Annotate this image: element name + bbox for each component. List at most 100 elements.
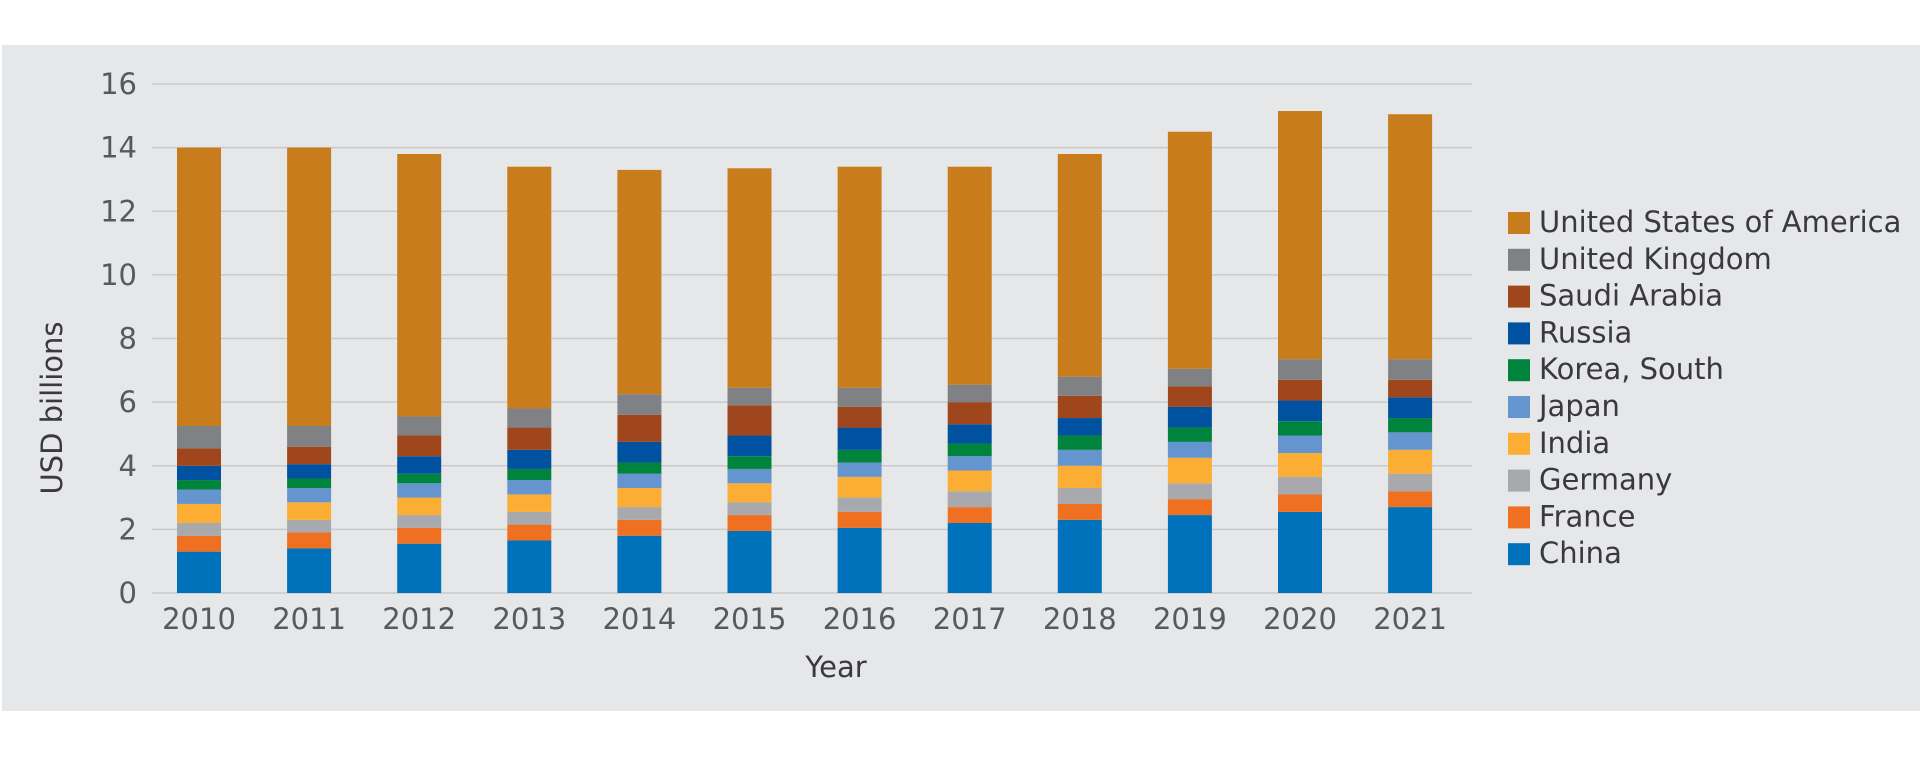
x-tick-label: 2011: [272, 602, 346, 636]
bar-segment: [617, 462, 662, 474]
x-tick-label: 2016: [823, 602, 897, 636]
legend-swatch: [1508, 359, 1530, 382]
bar-segment: [947, 384, 992, 403]
bar-segment: [507, 166, 552, 409]
bar-segment: [177, 551, 221, 593]
bar-segment: [947, 523, 992, 593]
bar-segment: [837, 449, 882, 463]
legend-label: France: [1539, 499, 1635, 533]
bar-segment: [507, 540, 552, 593]
bar-segment: [287, 425, 332, 447]
bar-segment: [507, 494, 552, 512]
bar-segment: [1388, 449, 1433, 474]
bar-segment: [287, 502, 332, 520]
bar-segment: [617, 441, 662, 463]
y-axis-title: USD billions: [35, 321, 69, 494]
bar-segment: [837, 406, 882, 428]
bar-segment: [837, 462, 882, 477]
y-tick-label: 14: [100, 131, 137, 165]
bar-segment: [1057, 465, 1102, 489]
bar-segment: [177, 535, 221, 552]
bar-segment: [947, 166, 992, 385]
bar-segment: [947, 470, 992, 492]
legend-swatch: [1508, 396, 1530, 418]
x-tick-label: 2021: [1373, 602, 1447, 636]
legend-swatch: [1508, 469, 1530, 492]
bar-segment: [287, 147, 332, 426]
bar-segment: [1278, 400, 1322, 422]
y-tick-label: 6: [119, 385, 137, 419]
bar-segment: [287, 446, 332, 465]
bar-segment: [397, 483, 442, 498]
bar-segment: [1167, 368, 1212, 387]
legend-item: India: [1508, 426, 1610, 460]
legend-item: France: [1508, 499, 1635, 533]
bar-segment: [727, 405, 772, 436]
bar-segment: [1388, 491, 1433, 508]
x-tick-label: 2020: [1263, 602, 1337, 636]
bar-segment: [397, 435, 442, 457]
bar-segment: [397, 515, 442, 528]
bar-segment: [617, 488, 662, 508]
bar-segment: [1167, 386, 1212, 407]
bar-segment: [1278, 453, 1322, 477]
x-tick-label: 2014: [602, 602, 676, 636]
bar-segment: [177, 489, 221, 504]
bar-segment: [1057, 435, 1102, 450]
bar-segment: [1057, 519, 1102, 593]
y-tick-label: 4: [119, 449, 137, 483]
legend-item: Russia: [1508, 315, 1632, 349]
legend-label: United Kingdom: [1539, 242, 1772, 276]
legend-label: China: [1539, 536, 1622, 570]
bar-segment: [507, 408, 552, 428]
legend-swatch: [1508, 432, 1530, 455]
bar-segment: [1167, 427, 1212, 442]
legend-label: Korea, South: [1539, 352, 1724, 386]
bar-segment: [727, 483, 772, 503]
bar-segment: [837, 527, 882, 593]
x-axis-ticks: 2010 2011 2012 2013 2014 2015 2016 2017 2018 2019…: [162, 602, 1447, 636]
bar-segment: [617, 473, 662, 489]
legend-item: Germany: [1508, 463, 1672, 497]
y-tick-label: 0: [119, 576, 137, 610]
x-axis-title: Year: [804, 650, 866, 684]
bar-segment: [397, 416, 442, 436]
bar-segment: [837, 476, 882, 498]
bar-segment: [617, 507, 662, 520]
bar-segment: [1278, 511, 1322, 593]
y-tick-label: 16: [100, 67, 137, 101]
legend-item: China: [1508, 536, 1622, 570]
y-tick-label: 8: [119, 322, 137, 356]
bar-segment: [837, 166, 882, 388]
bar-segment: [727, 468, 772, 484]
bar-segment: [1057, 449, 1102, 466]
legend-swatch: [1508, 322, 1530, 345]
bar-segment: [1388, 418, 1433, 433]
bar-segment: [837, 497, 882, 512]
bar-segment: [837, 427, 882, 450]
bar-segment: [617, 535, 662, 593]
legend-label: Germany: [1539, 463, 1672, 497]
bar-segment: [177, 480, 221, 490]
x-tick-label: 2018: [1043, 602, 1117, 636]
bar-segment: [177, 503, 221, 524]
bar-segment: [1167, 515, 1212, 593]
bar-segment: [507, 524, 552, 541]
bar-segment: [947, 456, 992, 471]
legend-label: Saudi Arabia: [1539, 279, 1723, 313]
bar-segment: [1278, 421, 1322, 436]
bar-segment: [727, 530, 772, 593]
legend-item: Korea, South: [1508, 352, 1724, 386]
bar-segment: [1278, 476, 1322, 495]
legend-swatch: [1508, 506, 1530, 529]
bar-segment: [397, 497, 442, 516]
bar-segment: [617, 519, 662, 536]
bar-segment: [287, 519, 332, 533]
bar-segment: [507, 468, 552, 481]
bar-segment: [177, 425, 221, 449]
y-tick-label: 12: [100, 194, 137, 228]
bar-segment: [1167, 406, 1212, 428]
x-tick-label: 2013: [492, 602, 566, 636]
